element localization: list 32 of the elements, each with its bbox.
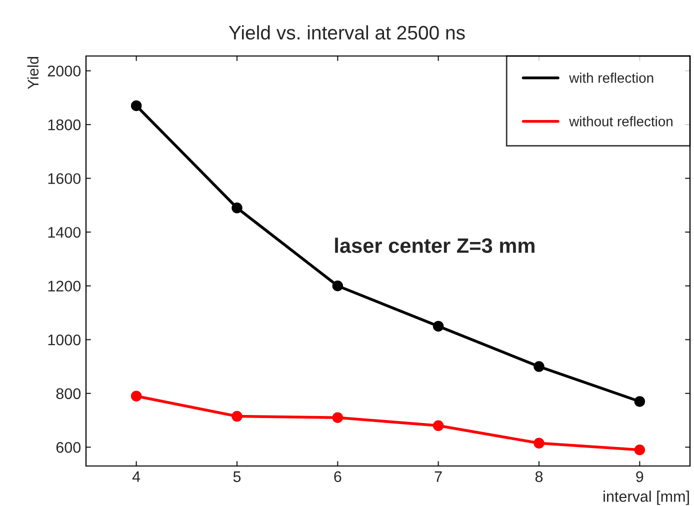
x-tick-label: 4 (132, 471, 140, 482)
y-tick-label: 2000 (48, 66, 81, 76)
y-tick-label: 800 (56, 388, 81, 400)
point (432, 420, 444, 432)
point (534, 438, 544, 449)
legend-label: with reflection (569, 72, 654, 83)
x-tick-label: 5 (233, 471, 241, 482)
y-tick-label: 1200 (48, 280, 81, 292)
point (232, 410, 242, 422)
annotation: laser center Z=3 mm (335, 238, 534, 254)
y-axis-title: Yield (27, 56, 39, 90)
point (634, 444, 646, 456)
x-axis-title: interval [mm] (604, 490, 689, 505)
point (634, 396, 646, 407)
point (130, 100, 142, 112)
point (432, 320, 444, 332)
point (130, 390, 142, 402)
x-tick-label: 6 (334, 471, 342, 482)
y-tick-label: 1400 (48, 226, 81, 238)
y-tick-label: 600 (56, 442, 81, 453)
x-tick-label: 9 (636, 471, 644, 482)
y-tick-label: 1600 (48, 173, 81, 184)
legend-label: without reflection (569, 116, 672, 126)
y-tick-label: 1800 (48, 119, 81, 130)
y-tick-label: 1000 (48, 334, 81, 346)
point (534, 361, 544, 372)
chart-title: Yield vs. interval at 2500 ns (228, 25, 465, 40)
point (332, 280, 344, 292)
point (232, 202, 242, 214)
x-tick-label: 7 (434, 471, 442, 482)
point (332, 412, 344, 423)
x-tick-label: 8 (535, 471, 543, 482)
